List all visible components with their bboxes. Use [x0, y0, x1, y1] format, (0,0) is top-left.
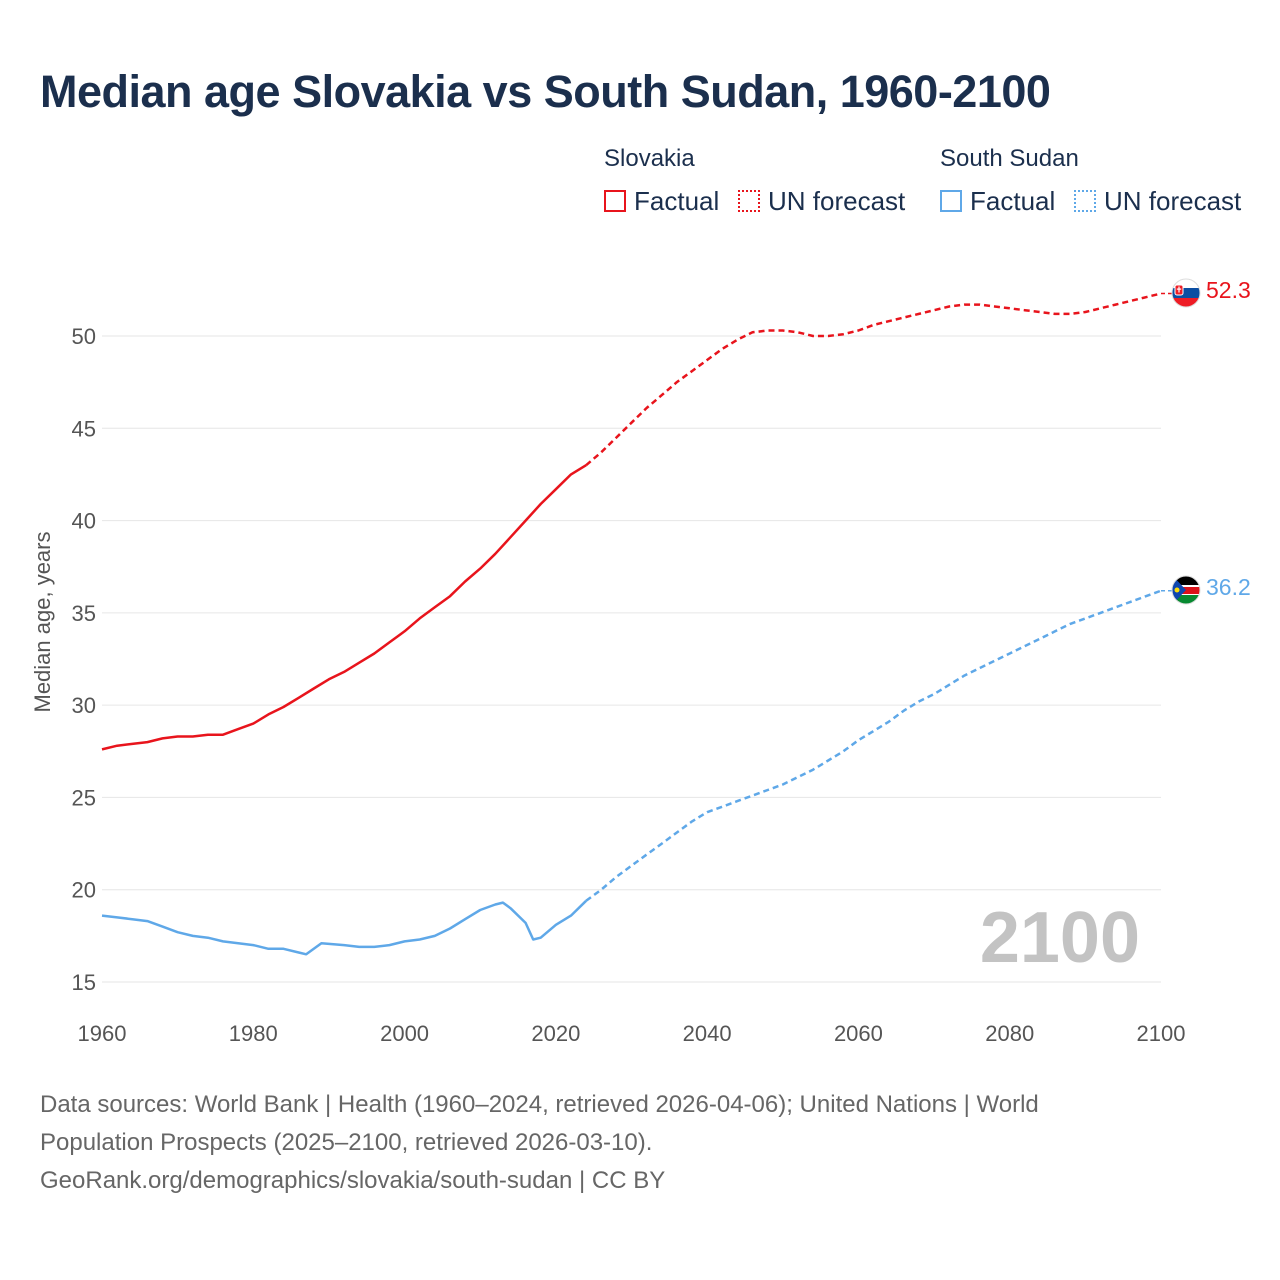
source-line: Data sources: World Bank | Health (1960–… [40, 1091, 1039, 1118]
legend-swatch-solid [940, 190, 962, 212]
x-tick-label: 2000 [380, 1021, 429, 1046]
y-tick-label: 40 [72, 509, 96, 534]
slovakia-flag-icon [1171, 278, 1201, 308]
year-watermark: 2100 [980, 898, 1140, 978]
legend-swatch-dotted [1074, 190, 1096, 212]
source-line: Population Prospects (2025–2100, retriev… [40, 1129, 653, 1156]
x-tick-label: 2100 [1137, 1021, 1186, 1046]
legend-south-sudan-factual[interactable]: Factual [940, 186, 1055, 216]
south-sudan-end-value: 36.2 [1206, 574, 1251, 600]
legend-label: UN forecast [1104, 185, 1242, 216]
slovakia-forecast-line [585, 292, 1162, 467]
legend-slovakia-forecast[interactable]: UN forecast [738, 186, 905, 216]
line-chart: 15 20 25 30 35 40 45 50 1960 1980 2000 2020 2040 2060… [30, 277, 1251, 1046]
x-tick-label: 1960 [78, 1021, 127, 1046]
source-link[interactable]: GeoRank.org/demographics/slovakia/south-… [40, 1167, 666, 1194]
y-tick-label: 15 [72, 970, 96, 995]
y-tick-label: 30 [72, 693, 96, 718]
y-tick-label: 25 [72, 785, 96, 810]
legend-group-slovakia: Slovakia [604, 145, 695, 172]
data-source-note: Data sources: World Bank | Health (1960–… [40, 1086, 1160, 1200]
y-tick-label: 35 [72, 601, 96, 626]
south-sudan-forecast-line [585, 589, 1162, 902]
legend-label: UN forecast [768, 185, 906, 216]
x-tick-label: 2060 [834, 1021, 883, 1046]
x-tick-label: 1980 [229, 1021, 278, 1046]
slovakia-end-value: 52.3 [1206, 277, 1251, 303]
south-sudan-flag-icon [1171, 575, 1201, 605]
slovakia-factual-line [101, 464, 587, 751]
x-tick-label: 2040 [683, 1021, 732, 1046]
x-tick-label: 2080 [985, 1021, 1034, 1046]
x-tick-label: 2020 [531, 1021, 580, 1046]
y-tick-label: 45 [72, 416, 96, 441]
y-tick-label: 20 [72, 878, 96, 903]
legend-slovakia-factual[interactable]: Factual [604, 186, 719, 216]
south-sudan-factual-line [101, 899, 587, 956]
legend-label: Factual [634, 185, 720, 216]
y-tick-label: 50 [72, 324, 96, 349]
legend-label: Factual [970, 185, 1056, 216]
legend-group-south-sudan: South Sudan [940, 145, 1079, 172]
y-axis-label: Median age, years [30, 532, 55, 713]
legend-swatch-dotted [738, 190, 760, 212]
legend-south-sudan-forecast[interactable]: UN forecast [1074, 186, 1241, 216]
chart-title: Median age Slovakia vs South Sudan, 1960… [40, 66, 1051, 117]
legend-swatch-solid [604, 190, 626, 212]
